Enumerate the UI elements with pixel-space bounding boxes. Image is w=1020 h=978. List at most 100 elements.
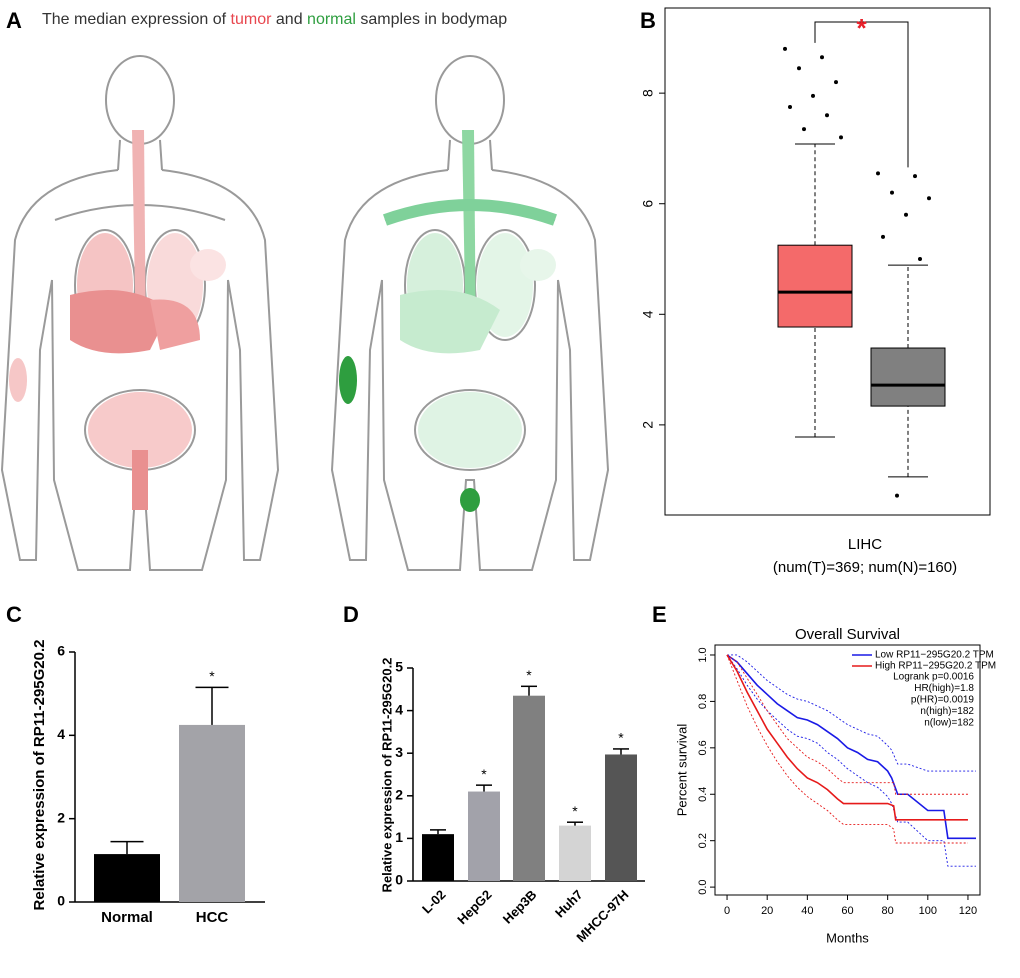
x-tick-label: HepG2 — [454, 887, 494, 927]
x-tick-label: 120 — [959, 905, 977, 917]
y-tick-label: 3 — [395, 744, 403, 760]
x-tick-label: 100 — [919, 905, 937, 917]
bar — [513, 695, 545, 881]
survival-line — [726, 654, 968, 821]
y-axis-label: Percent survival — [674, 724, 689, 817]
y-tick-label: 0.2 — [697, 833, 709, 848]
outlier — [783, 46, 787, 51]
bar — [468, 791, 500, 881]
bodymap-tumor — [1, 55, 279, 571]
y-tick-label: 4 — [395, 701, 403, 717]
y-axis-label: Relative expression of RP11-295G20.2 — [31, 640, 48, 911]
outlier — [811, 93, 815, 98]
x-tick-label: L-02 — [419, 887, 449, 917]
outlier — [802, 127, 806, 132]
x-axis-label: Months — [826, 930, 869, 945]
outlier — [797, 66, 801, 71]
bodymap-title: The median expression of tumor and norma… — [42, 11, 507, 28]
x-axis-subtitle: (num(T)=369; num(N)=160) — [773, 559, 957, 576]
panel-label: A — [6, 8, 22, 33]
bar — [179, 724, 245, 902]
legend-label: High RP11−295G20.2 TPM — [875, 661, 996, 672]
title-segment: normal — [307, 11, 356, 28]
annotation: Logrank p=0.0016 — [893, 672, 974, 683]
outlier — [820, 55, 824, 60]
chart-title: Overall Survival — [795, 626, 900, 643]
annotation: HR(high)=1.8 — [914, 683, 974, 694]
y-tick-label: 0.4 — [697, 787, 709, 802]
significance-star: * — [481, 766, 487, 782]
y-tick-label: 0.8 — [697, 694, 709, 709]
x-tick-label: 20 — [761, 905, 773, 917]
outlier — [890, 190, 894, 195]
x-tick-label: Normal — [101, 909, 153, 926]
outlier — [918, 257, 922, 262]
outlier — [881, 234, 885, 239]
outlier — [876, 171, 880, 176]
outlier — [895, 493, 899, 498]
significance-star: * — [209, 668, 215, 684]
outlier — [927, 196, 931, 201]
bodymap-normal — [331, 55, 609, 571]
y-tick-label: 0 — [57, 893, 65, 909]
bar — [94, 854, 160, 902]
legend-label: Low RP11−295G20.2 TPM — [875, 650, 994, 661]
annotation: p(HR)=0.0019 — [911, 695, 975, 706]
panel-label: B — [640, 8, 656, 33]
y-tick-label: 6 — [640, 200, 656, 208]
significance-star: * — [856, 13, 867, 43]
outlier — [913, 174, 917, 179]
x-tick-label: Huh7 — [552, 887, 586, 921]
y-tick-label: 1.0 — [697, 647, 709, 662]
x-tick-label: 60 — [841, 905, 853, 917]
y-tick-label: 2 — [395, 787, 403, 803]
significance-star: * — [572, 803, 578, 819]
outlier — [834, 80, 838, 85]
title-segment: and — [271, 11, 307, 28]
y-tick-label: 2 — [640, 421, 656, 429]
confidence-band — [726, 654, 968, 795]
panel-label: E — [652, 602, 667, 627]
bar — [422, 834, 454, 881]
y-tick-label: 1 — [395, 829, 403, 845]
title-segment: The median expression of — [42, 11, 231, 28]
annotation: n(high)=182 — [920, 706, 974, 717]
plot-frame — [664, 7, 991, 516]
box — [777, 244, 853, 328]
y-axis-label: Relative expression of RP11-295G20.2 — [379, 658, 394, 893]
x-tick-label: 80 — [882, 905, 894, 917]
annotation: n(low)=182 — [924, 718, 974, 729]
x-tick-label: Hep3B — [500, 887, 540, 927]
y-tick-label: 5 — [395, 659, 403, 675]
panel-label: C — [6, 602, 22, 627]
y-tick-label: 6 — [57, 643, 65, 659]
y-tick-label: 0.0 — [697, 879, 709, 894]
outlier — [825, 113, 829, 118]
title-segment: samples in bodymap — [356, 11, 507, 28]
panel-label: D — [343, 602, 359, 627]
confidence-band — [726, 654, 968, 844]
y-tick-label: 0.6 — [697, 740, 709, 755]
y-tick-label: 4 — [57, 726, 65, 742]
y-tick-label: 8 — [640, 89, 656, 97]
title-segment: tumor — [231, 11, 273, 28]
significance-bracket — [814, 21, 909, 168]
y-tick-label: 0 — [395, 872, 403, 888]
significance-star: * — [618, 730, 624, 746]
bar — [605, 754, 637, 881]
x-tick-label: 40 — [801, 905, 813, 917]
significance-star: * — [526, 667, 532, 683]
y-tick-label: 2 — [57, 809, 65, 825]
x-tick-label: HCC — [196, 909, 229, 926]
x-axis-label: LIHC — [848, 536, 882, 553]
survival-line — [726, 654, 976, 840]
outlier — [904, 212, 908, 217]
outlier — [839, 135, 843, 140]
y-tick-label: 4 — [640, 310, 656, 318]
confidence-band — [726, 654, 976, 867]
box — [870, 347, 946, 407]
bar — [559, 825, 591, 881]
outlier — [788, 104, 792, 109]
x-tick-label: 0 — [724, 905, 730, 917]
